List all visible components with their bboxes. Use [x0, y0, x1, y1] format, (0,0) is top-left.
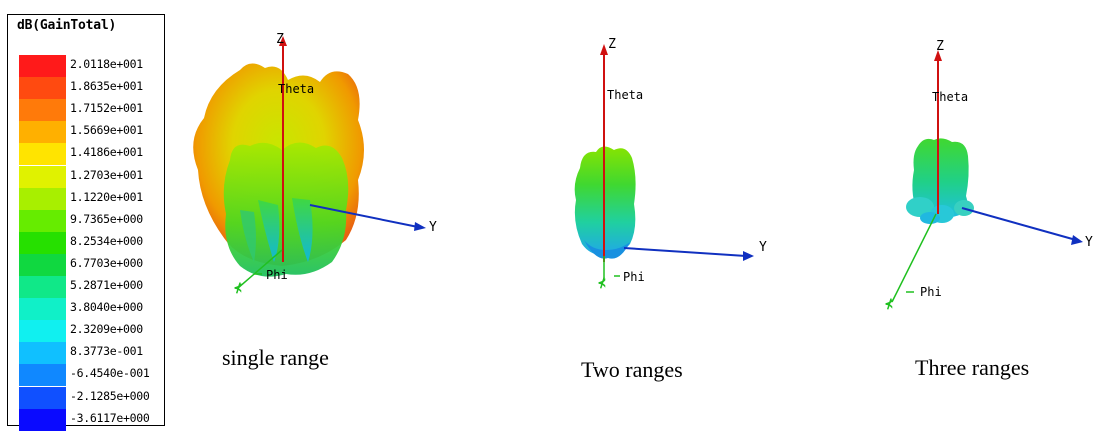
phi-label: Phi [623, 270, 645, 284]
legend-value-label: 8.2534e+000 [70, 233, 143, 248]
legend-row: 1.8635e+001 [8, 77, 164, 100]
legend-title: dB(GainTotal) [17, 18, 117, 33]
legend-color-swatch [19, 55, 66, 77]
phi-marker-icon: ⊀ [234, 281, 242, 296]
legend-value-label: 6.7703e+000 [70, 255, 143, 270]
phi-marker-icon: ⊀ [885, 297, 893, 312]
y-arrowhead [1071, 235, 1083, 245]
phi-axis [237, 249, 283, 289]
caption-two-ranges: Two ranges [581, 357, 683, 382]
legend-row: 1.5669e+001 [8, 121, 164, 144]
legend-value-label: -6.4540e-001 [70, 366, 150, 381]
legend-row: 1.7152e+001 [8, 99, 164, 122]
legend-color-swatch [19, 121, 66, 144]
y-arrowhead [414, 222, 426, 231]
legend-value-label: 5.2871e+000 [70, 278, 143, 292]
legend-color-swatch [19, 276, 66, 298]
legend-row: 1.1220e+001 [8, 187, 164, 210]
legend-value-label: 1.4186e+001 [70, 145, 143, 160]
legend-row: -3.6117e+000 [8, 408, 164, 431]
pattern-lobe-base [584, 240, 630, 259]
legend-value-label: 2.3209e+000 [70, 322, 143, 337]
legend-value-label: -2.1285e+000 [70, 388, 150, 403]
legend-row: -6.4540e-001 [8, 364, 164, 387]
legend-value-label: 1.1220e+001 [70, 189, 143, 204]
legend-color-swatch [19, 99, 66, 122]
pattern-lobe [912, 138, 969, 218]
pattern-side-lobe [906, 197, 934, 217]
legend-value-label: 1.7152e+001 [70, 101, 143, 116]
z-arrowhead [934, 50, 942, 61]
legend-row: 1.2703e+001 [8, 165, 164, 188]
legend-color-swatch [19, 143, 66, 166]
phi-label: Phi [920, 285, 942, 299]
y-axis-label: Y [429, 220, 437, 235]
legend-color-swatch [19, 231, 66, 254]
radiation-plot-three-ranges: Z Theta Y ⊀ Phi [870, 0, 1093, 430]
theta-label: Theta [607, 88, 643, 102]
legend-value-label: 8.3773e-001 [70, 344, 143, 359]
legend-color-swatch [19, 187, 66, 210]
y-axis-label: Y [1085, 235, 1093, 250]
legend-color-swatch [19, 408, 66, 431]
y-axis [623, 247, 747, 257]
z-arrowhead [279, 36, 287, 46]
phi-label: Phi [266, 268, 288, 282]
y-arrowhead [743, 251, 754, 261]
legend-row: 6.7703e+000 [8, 253, 164, 276]
legend-value-label: 3.8040e+000 [70, 300, 143, 315]
legend-color-swatch [19, 386, 66, 409]
legend-value-label: 1.5669e+001 [70, 123, 143, 138]
legend-row: 9.7365e+000 [8, 209, 164, 232]
pattern-notch [240, 210, 256, 262]
phi-marker-icon: ⊀ [598, 276, 606, 291]
legend-row: -2.1285e+000 [8, 386, 164, 409]
caption-single-range: single range [222, 345, 329, 370]
y-axis [309, 204, 419, 228]
legend-row: 2.0118e+001 [8, 55, 164, 77]
pattern-notch [258, 200, 280, 262]
legend-row: 5.2871e+000 [8, 276, 164, 298]
legend-color-swatch [19, 77, 66, 100]
radiation-plot-two-ranges: Z Theta Y ⊀ Phi [540, 0, 780, 430]
pattern-notch [292, 198, 313, 262]
z-axis-label: Z [608, 37, 616, 52]
z-axis-label: Z [276, 32, 284, 47]
legend-color-swatch [19, 342, 66, 365]
legend-color-swatch [19, 364, 66, 387]
y-axis [961, 207, 1077, 241]
legend-color-swatch [19, 253, 66, 276]
pattern-lobe [574, 146, 636, 255]
legend-value-label: 9.7365e+000 [70, 211, 143, 226]
y-axis-label: Y [759, 240, 767, 255]
z-axis-label: Z [936, 39, 944, 54]
theta-label: Theta [932, 90, 968, 104]
legend-value-label: 2.0118e+001 [70, 57, 143, 71]
legend-color-swatch [19, 298, 66, 321]
radiation-plot-single-range: Z Theta Y ⊀ Phi [170, 0, 460, 430]
legend-value-label: 1.2703e+001 [70, 167, 143, 182]
caption-three-ranges: Three ranges [915, 355, 1030, 380]
z-arrowhead [600, 44, 608, 55]
legend-row: 2.3209e+000 [8, 320, 164, 343]
legend-value-label: -3.6117e+000 [70, 410, 150, 425]
phi-axis [891, 213, 937, 303]
legend-row: 8.3773e-001 [8, 342, 164, 365]
legend-row: 8.2534e+000 [8, 231, 164, 254]
legend-color-swatch [19, 209, 66, 232]
legend-value-label: 1.8635e+001 [70, 79, 143, 94]
legend-color-swatch [19, 320, 66, 343]
theta-label: Theta [278, 82, 314, 96]
gain-legend: dB(GainTotal) 2.0118e+001 1.8635e+001 1.71… [7, 14, 165, 431]
legend-color-swatch [19, 165, 66, 188]
legend-row: 1.4186e+001 [8, 143, 164, 166]
legend-row: 3.8040e+000 [8, 298, 164, 321]
